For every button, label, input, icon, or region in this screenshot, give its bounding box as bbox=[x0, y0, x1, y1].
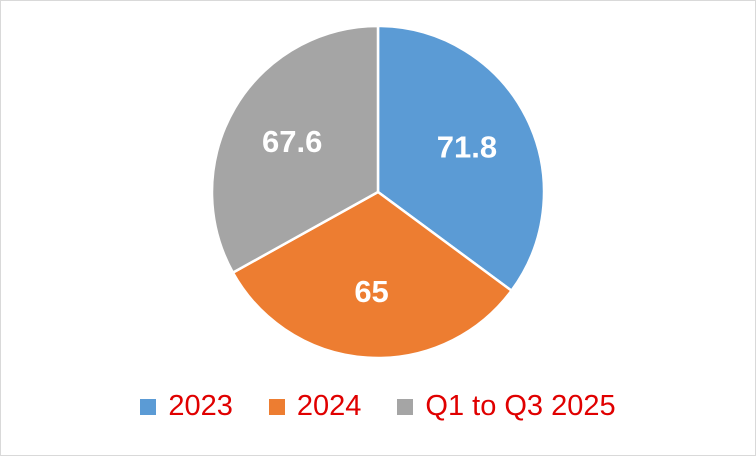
data-label-2023: 71.8 bbox=[437, 130, 497, 165]
legend-label: 2024 bbox=[296, 390, 362, 422]
data-label-q1-to-q3-2025: 67.6 bbox=[262, 124, 322, 159]
legend-label: 2023 bbox=[168, 390, 233, 422]
legend-label: Q1 to Q3 2025 bbox=[425, 390, 616, 422]
data-label-2024: 65 bbox=[354, 274, 388, 309]
legend-item-2024: 2024 bbox=[268, 390, 362, 422]
legend-swatch bbox=[140, 398, 157, 415]
legend-item-2023: 2023 bbox=[140, 392, 233, 421]
pie-slices bbox=[210, 24, 546, 360]
legend-swatch bbox=[397, 398, 414, 415]
pie-slice-2023 bbox=[376, 24, 546, 293]
chart-legend: 2023 2024 Q1 to Q3 2025 bbox=[0, 392, 756, 421]
legend-swatch bbox=[268, 398, 285, 415]
pie-data-labels: 71.8 65 67.6 bbox=[262, 124, 497, 309]
pie-slice-2024 bbox=[231, 190, 514, 360]
legend-item-q1-to-q3-2025: Q1 to Q3 2025 bbox=[397, 390, 616, 422]
pie-slice-q1-to-q3-2025 bbox=[210, 24, 380, 275]
